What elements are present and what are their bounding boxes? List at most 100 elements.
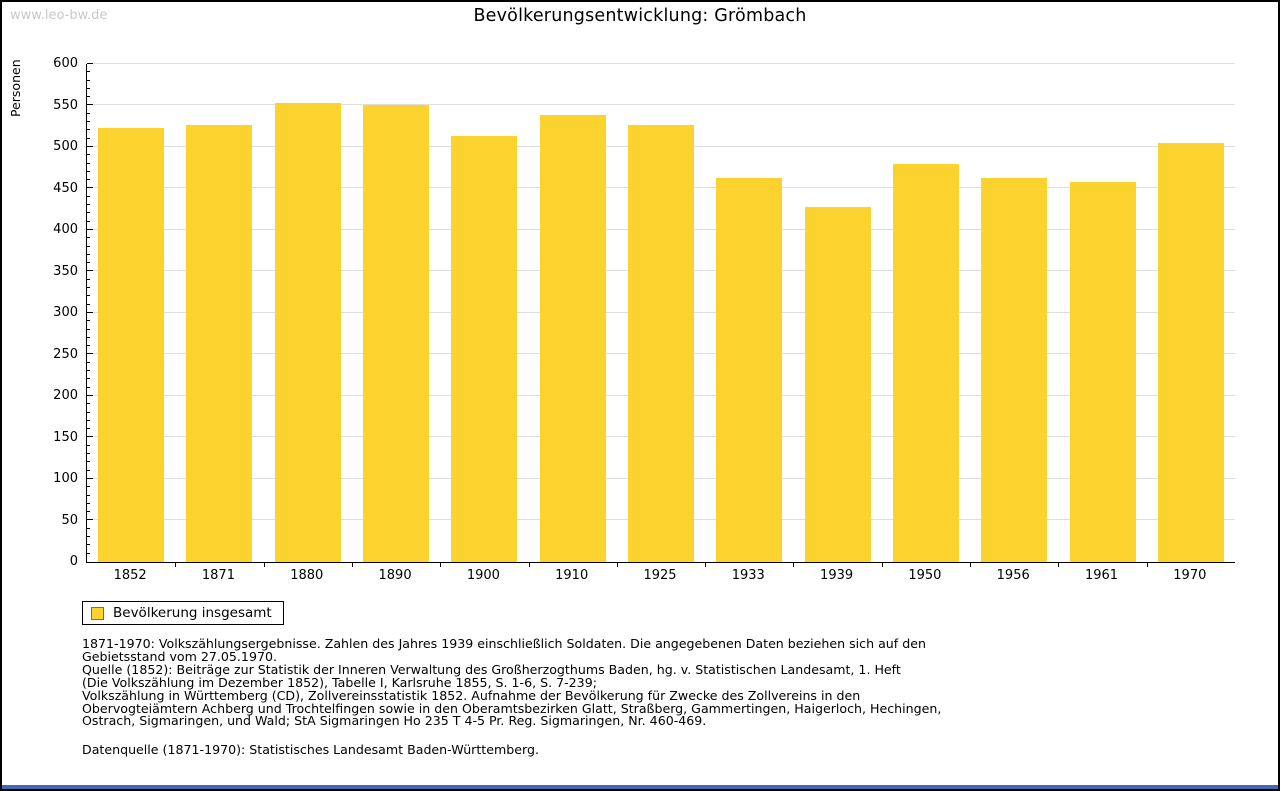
y-tick [87, 420, 90, 421]
y-tick [87, 395, 93, 396]
bar-1933 [716, 178, 782, 562]
x-tick [793, 562, 794, 567]
x-tick [440, 562, 441, 567]
source-note-line: Volkszählung in Württemberg (CD), Zollve… [82, 687, 861, 703]
y-tick [87, 229, 93, 230]
y-tick [87, 154, 90, 155]
y-tick [87, 138, 90, 139]
y-tick [87, 353, 93, 354]
bar-1852 [98, 128, 164, 562]
bar-1970 [1158, 143, 1224, 562]
x-tick-label: 1890 [378, 568, 412, 583]
bar-1961 [1070, 182, 1136, 562]
y-tick [87, 146, 93, 147]
plot-area [86, 63, 1235, 567]
x-tick [1058, 562, 1059, 567]
bar-1956 [981, 178, 1047, 562]
source-note-line: Ostrach, Sigmaringen, und Wald; StA Sigm… [82, 713, 707, 729]
y-tick-label: 600 [53, 56, 78, 71]
y-tick-label: 100 [53, 471, 78, 486]
y-tick [87, 279, 90, 280]
y-tick-label: 200 [53, 388, 78, 403]
x-tick [529, 562, 530, 567]
y-tick-label: 500 [53, 139, 78, 154]
y-tick [87, 246, 90, 247]
y-tick [87, 378, 90, 379]
y-tick [87, 403, 90, 404]
x-tick-label: 1956 [996, 568, 1030, 583]
bar-1880 [275, 103, 341, 562]
x-tick-label: 1852 [113, 568, 147, 583]
x-tick-label: 1961 [1084, 568, 1119, 583]
y-tick [87, 412, 90, 413]
y-tick [87, 503, 90, 504]
y-tick-label: 150 [53, 429, 78, 445]
y-tick [87, 187, 93, 188]
y-tick [87, 362, 90, 363]
y-tick [87, 461, 90, 462]
y-tick-label: 550 [53, 97, 78, 113]
bar-1950 [893, 164, 959, 562]
y-tick [87, 121, 90, 122]
y-tick [87, 304, 90, 305]
legend-swatch-icon [91, 606, 104, 620]
x-tick-label: 1933 [731, 568, 765, 583]
y-tick-label: 400 [53, 222, 78, 237]
site-watermark: www.leo-bw.de [10, 8, 108, 23]
y-tick [87, 237, 90, 238]
y-tick [87, 221, 90, 222]
y-tick [87, 445, 90, 446]
y-tick [87, 519, 93, 520]
y-tick [87, 104, 93, 105]
y-tick [87, 337, 90, 338]
y-tick [87, 80, 90, 81]
source-note-line: 1871-1970: Volkszählungsergebnisse. Zahl… [82, 636, 926, 651]
y-tick [87, 320, 90, 321]
y-tick-label: 450 [53, 180, 78, 196]
x-tick-label: 1871 [201, 568, 235, 583]
y-tick [87, 312, 93, 313]
bar-1939 [805, 207, 871, 562]
bar-1871 [186, 125, 252, 562]
y-tick [87, 129, 90, 130]
y-tick [87, 478, 93, 479]
y-tick [87, 329, 90, 330]
y-tick [87, 453, 90, 454]
y-tick [87, 196, 90, 197]
y-tick [87, 370, 90, 371]
y-tick [87, 270, 93, 271]
y-axis-title: Personen [8, 59, 23, 117]
y-tick [87, 486, 90, 487]
y-tick [87, 511, 90, 512]
x-tick-label: 1925 [643, 568, 677, 583]
legend: Bevölkerung insgesamt [82, 601, 284, 625]
y-tick [87, 553, 90, 554]
y-tick [87, 495, 90, 496]
bar-1910 [540, 115, 606, 562]
y-tick [87, 436, 93, 437]
x-tick-label: 1910 [555, 568, 589, 583]
datasource-note: Datenquelle (1871-1970): Statistisches L… [82, 742, 539, 757]
x-tick-label: 1950 [908, 568, 942, 583]
source-note-line: (Die Volkszählung im Dezember 1852), Tab… [82, 674, 597, 690]
x-tick-label: 1970 [1173, 568, 1207, 583]
source-note-line: Gebietsstand vom 27.05.1970. [82, 648, 277, 664]
gridline [87, 63, 1235, 64]
y-tick [87, 345, 90, 346]
source-note-line: Obervogteiämtern Achberg und Trochtelfin… [82, 700, 942, 716]
y-tick [87, 204, 90, 205]
y-tick [87, 88, 90, 89]
x-tick [175, 562, 176, 567]
y-tick [87, 179, 90, 180]
y-tick-label: 0 [69, 554, 78, 569]
y-tick [87, 71, 90, 72]
bottom-accent-bar [2, 785, 1278, 789]
x-tick-label: 1900 [466, 568, 500, 583]
y-tick [87, 544, 90, 545]
bar-1900 [451, 136, 517, 562]
x-tick [1147, 562, 1148, 567]
y-tick [87, 171, 90, 172]
x-tick [705, 562, 706, 567]
y-tick [87, 536, 90, 537]
